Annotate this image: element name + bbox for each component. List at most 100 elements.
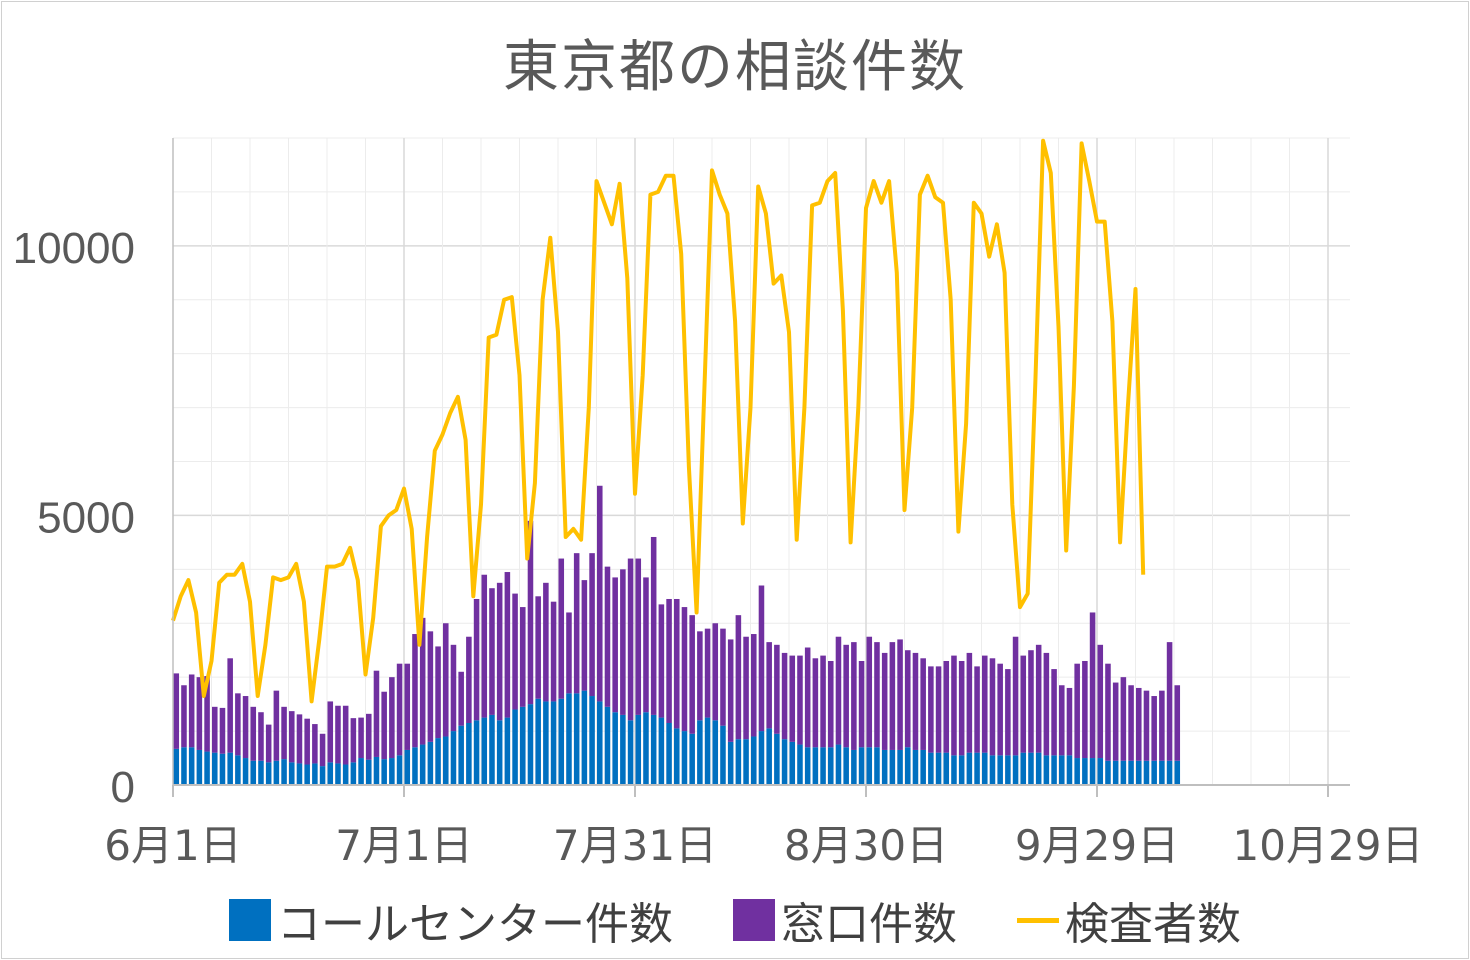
bar-call-center bbox=[1059, 755, 1065, 785]
bar-window bbox=[774, 644, 780, 734]
bar-window bbox=[989, 658, 996, 756]
bar-window bbox=[381, 691, 387, 760]
bar-call-center bbox=[535, 698, 541, 785]
bar-window bbox=[1043, 652, 1050, 756]
bar-window bbox=[943, 660, 950, 753]
bar-call-center bbox=[997, 755, 1003, 785]
bar-window bbox=[712, 623, 719, 721]
bar-call-center bbox=[581, 690, 588, 785]
bar-call-center bbox=[481, 717, 488, 785]
bar-window bbox=[1082, 660, 1088, 759]
bar-window bbox=[342, 705, 349, 765]
bar-call-center bbox=[258, 760, 264, 785]
bar-call-center bbox=[866, 747, 873, 785]
bar-window bbox=[1112, 682, 1119, 761]
bar-call-center bbox=[504, 717, 511, 785]
bar-call-center bbox=[789, 741, 796, 785]
bar-call-center bbox=[912, 749, 919, 785]
bar-call-center bbox=[235, 755, 241, 785]
bar-call-center bbox=[319, 766, 326, 785]
bar-window bbox=[496, 582, 503, 721]
bar-window bbox=[396, 663, 403, 756]
bar-window bbox=[612, 577, 618, 713]
bar-window bbox=[366, 713, 372, 760]
legend: コールセンター件数 窓口件数 検査者数 bbox=[0, 888, 1470, 952]
bar-call-center bbox=[1159, 760, 1165, 785]
bar-call-center bbox=[743, 739, 749, 785]
bar-window bbox=[720, 628, 726, 726]
bar-call-center bbox=[958, 755, 965, 785]
bar-window bbox=[643, 577, 649, 713]
bar-window bbox=[1059, 685, 1065, 756]
bar-call-center bbox=[227, 752, 233, 785]
bar-call-center bbox=[512, 709, 518, 785]
bar-call-center bbox=[173, 748, 180, 785]
line-series bbox=[171, 138, 1146, 704]
bar-call-center bbox=[327, 762, 334, 785]
bar-call-center bbox=[951, 755, 957, 785]
bar-call-center bbox=[697, 720, 703, 785]
bar-window bbox=[466, 636, 472, 723]
bar-window bbox=[781, 652, 788, 740]
bar-window bbox=[758, 585, 765, 732]
bar-call-center bbox=[543, 701, 549, 785]
bar-window bbox=[905, 650, 911, 748]
bar-call-center bbox=[1028, 752, 1034, 785]
bar-call-center bbox=[781, 739, 788, 785]
bar-window bbox=[450, 644, 457, 732]
y-tick-label: 5000 bbox=[37, 493, 135, 542]
bar-window bbox=[235, 693, 241, 756]
bar-call-center bbox=[342, 764, 349, 785]
bar-window bbox=[1005, 669, 1011, 756]
bar-call-center bbox=[458, 725, 464, 785]
bar-call-center bbox=[666, 722, 672, 785]
bar-call-center bbox=[1174, 760, 1181, 785]
bar-call-center bbox=[366, 759, 372, 785]
bar-window bbox=[881, 652, 888, 750]
bar-call-center bbox=[412, 747, 418, 785]
bar-window bbox=[227, 658, 233, 753]
bar-window bbox=[982, 655, 988, 753]
bar-window bbox=[751, 634, 757, 737]
bar-window bbox=[581, 580, 588, 691]
bar-call-center bbox=[681, 731, 688, 785]
bar-window bbox=[250, 706, 257, 761]
bar-window bbox=[620, 569, 626, 715]
bar-window bbox=[1174, 685, 1181, 761]
bar-window bbox=[1074, 663, 1080, 759]
bar-window bbox=[766, 642, 772, 729]
bar-call-center bbox=[1005, 755, 1011, 785]
bar-call-center bbox=[735, 739, 742, 785]
bar-window bbox=[797, 655, 803, 745]
bar-window bbox=[473, 598, 480, 721]
x-tick-label: 8月30日 bbox=[784, 821, 948, 870]
bar-call-center bbox=[427, 741, 434, 785]
bar-call-center bbox=[720, 725, 726, 785]
bar-call-center bbox=[1112, 760, 1119, 785]
bar-call-center bbox=[1035, 752, 1042, 785]
bar-window bbox=[604, 566, 611, 707]
bar-call-center bbox=[450, 731, 457, 785]
bar-window bbox=[1166, 642, 1173, 761]
bar-window bbox=[1066, 687, 1073, 756]
bar-window bbox=[389, 677, 395, 759]
bar-window bbox=[573, 553, 580, 694]
bar-window bbox=[650, 536, 657, 715]
bar-window bbox=[373, 670, 380, 757]
bar-call-center bbox=[550, 701, 557, 785]
legend-label-call-center: コールセンター件数 bbox=[277, 899, 673, 950]
bar-window bbox=[789, 655, 796, 742]
bar-call-center bbox=[466, 722, 472, 785]
bar-call-center bbox=[843, 747, 849, 785]
bar-window bbox=[1143, 690, 1150, 761]
legend-swatch-tested bbox=[1017, 917, 1059, 923]
bar-call-center bbox=[1097, 758, 1104, 785]
bar-window bbox=[281, 706, 287, 760]
bar-call-center bbox=[774, 733, 780, 785]
bar-call-center bbox=[835, 744, 842, 785]
bar-window bbox=[1012, 636, 1019, 756]
bar-window bbox=[196, 677, 203, 750]
bar-window bbox=[1028, 650, 1034, 753]
